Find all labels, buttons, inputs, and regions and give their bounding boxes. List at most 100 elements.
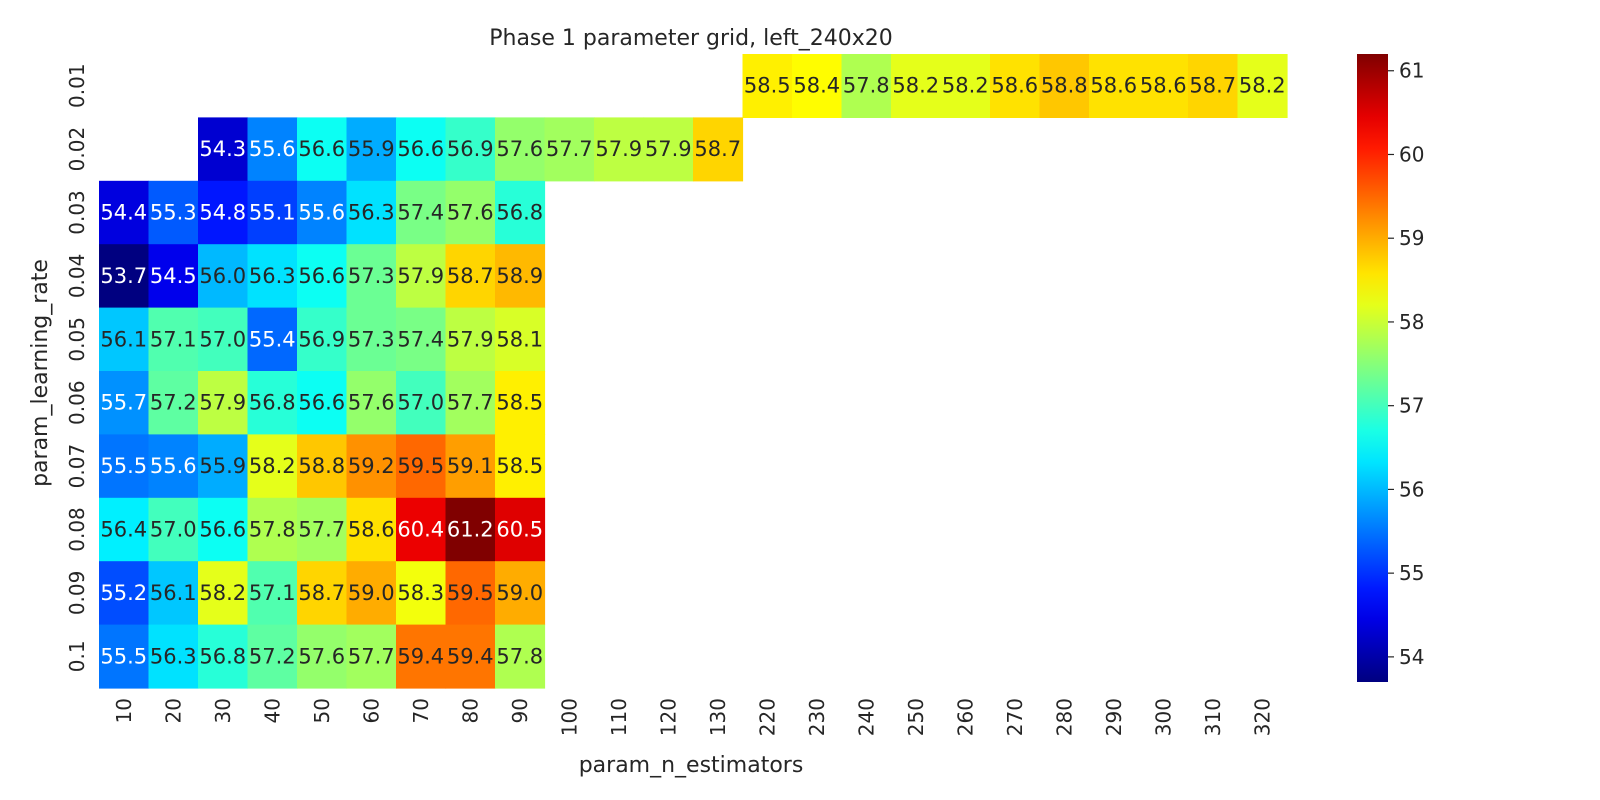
heatmap-cell — [445, 180, 496, 245]
cell-value-label: 55.6 — [150, 454, 197, 478]
cell-value-label: 57.6 — [447, 201, 494, 225]
heatmap-cell — [396, 434, 447, 499]
x-tick-label: 300 — [1151, 698, 1175, 736]
cell-value-label: 54.8 — [199, 201, 246, 225]
cell-value-label: 59.5 — [397, 454, 444, 478]
cell-value-label: 58.8 — [298, 454, 345, 478]
x-tick-label: 260 — [953, 698, 977, 736]
heatmap-cells: 58.5 58.4 57.8 58.2 58.2 58.6 58.8 58.6 58.6 58.7… — [99, 54, 1288, 689]
heatmap-cell — [148, 497, 199, 562]
cell-value-label: 59.4 — [447, 644, 494, 668]
heatmap-cell — [891, 54, 942, 118]
cell-value-label: 57.1 — [150, 327, 197, 351]
heatmap-cell — [396, 497, 447, 562]
heatmap-cell — [742, 54, 793, 118]
heatmap-cell — [198, 371, 249, 435]
cell-value-label: 55.4 — [249, 327, 296, 351]
heatmap-cell — [99, 561, 150, 626]
cell-value-label: 57.8 — [249, 518, 296, 542]
heatmap-cell — [198, 561, 249, 626]
heatmap-cell — [940, 54, 991, 118]
heatmap-cell — [247, 117, 298, 182]
heatmap-cell — [297, 180, 348, 245]
cell-value-label: 57.4 — [397, 327, 444, 351]
cell-value-label: 57.2 — [150, 391, 197, 415]
heatmap-cell — [198, 117, 249, 182]
heatmap-cell — [445, 371, 496, 435]
x-tick-label: 280 — [1052, 698, 1076, 736]
cell-value-label: 58.6 — [991, 74, 1038, 98]
cell-value-label: 55.5 — [100, 454, 147, 478]
heatmap-cell — [247, 180, 298, 245]
cell-value-label: 56.3 — [150, 644, 197, 668]
y-tick-label: 0.05 — [65, 317, 89, 362]
x-tick-label: 240 — [854, 698, 878, 736]
heatmap-cell — [643, 117, 694, 182]
x-tick-label: 40 — [260, 698, 284, 723]
cell-value-label: 57.3 — [348, 327, 395, 351]
cell-value-label: 58.6 — [1090, 74, 1137, 98]
cell-value-label: 58.2 — [199, 581, 246, 605]
heatmap-cell — [495, 561, 546, 626]
heatmap-cell — [148, 561, 199, 626]
heatmap-cell — [297, 561, 348, 626]
x-tick-label: 130 — [706, 698, 730, 736]
cell-value-label: 60.4 — [397, 518, 444, 542]
heatmap-cell — [396, 561, 447, 626]
x-tick-label: 30 — [211, 698, 235, 723]
x-tick-label: 20 — [161, 698, 185, 723]
cell-value-label: 56.9 — [298, 327, 345, 351]
y-tick-label: 0.03 — [65, 190, 89, 235]
cell-value-label: 58.5 — [496, 391, 543, 415]
heatmap-cell — [495, 434, 546, 499]
cell-value-label: 56.6 — [298, 391, 345, 415]
x-tick-label: 310 — [1201, 698, 1225, 736]
colorbar-tick-label: 61 — [1399, 59, 1424, 83]
cell-value-label: 57.9 — [397, 264, 444, 288]
y-axis-ticks: 0.01 0.02 0.03 0.04 0.05 0.06 0.07 0.08 0.09 0.1 — [65, 63, 89, 672]
cell-value-label: 59.0 — [348, 581, 395, 605]
heatmap-cell — [346, 180, 397, 245]
heatmap-cell — [594, 117, 645, 182]
x-tick-label: 110 — [607, 698, 631, 736]
heatmap-cell — [247, 434, 298, 499]
heatmap-cell — [346, 307, 397, 372]
heatmap-cell — [445, 434, 496, 499]
cell-value-label: 60.5 — [496, 518, 543, 542]
cell-value-label: 57.9 — [447, 327, 494, 351]
cell-value-label: 56.6 — [298, 264, 345, 288]
colorbar-tick-label: 54 — [1399, 645, 1424, 669]
heatmap-cell — [495, 307, 546, 372]
heatmap-cell — [1039, 54, 1090, 118]
cell-value-label: 53.7 — [100, 264, 147, 288]
heatmap-cell — [148, 180, 199, 245]
heatmap-cell — [445, 117, 496, 182]
heatmap-cell — [396, 244, 447, 309]
heatmap-cell — [396, 307, 447, 372]
cell-value-label: 55.6 — [298, 201, 345, 225]
cell-value-label: 58.2 — [892, 74, 939, 98]
y-tick-label: 0.09 — [65, 571, 89, 616]
cell-value-label: 55.7 — [100, 391, 147, 415]
cell-value-label: 56.8 — [199, 644, 246, 668]
cell-value-label: 56.0 — [199, 264, 246, 288]
cell-value-label: 56.8 — [496, 201, 543, 225]
cell-value-label: 57.6 — [298, 644, 345, 668]
cell-value-label: 58.2 — [249, 454, 296, 478]
heatmap-cell — [693, 117, 744, 182]
heatmap-cell — [99, 307, 150, 372]
y-tick-label: 0.01 — [65, 63, 89, 108]
heatmap-cell — [1089, 54, 1140, 118]
heatmap-cell — [247, 244, 298, 309]
heatmap-cell — [396, 624, 447, 689]
cell-value-label: 58.7 — [447, 264, 494, 288]
cell-value-label: 57.4 — [397, 201, 444, 225]
heatmap-cell — [148, 371, 199, 435]
heatmap-cell — [1188, 54, 1239, 118]
cell-value-label: 56.9 — [447, 137, 494, 161]
x-tick-label: 100 — [557, 698, 581, 736]
cell-value-label: 55.9 — [348, 137, 395, 161]
cell-value-label: 58.5 — [496, 454, 543, 478]
cell-value-label: 57.1 — [249, 581, 296, 605]
cell-value-label: 57.7 — [348, 644, 395, 668]
